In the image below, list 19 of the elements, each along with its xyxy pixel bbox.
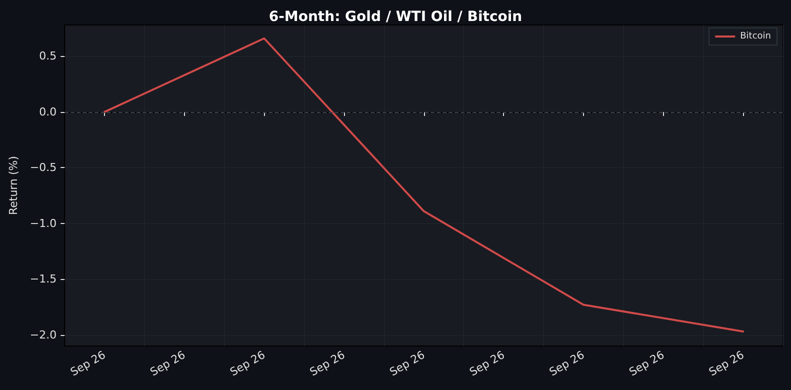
x-tick-label: Sep 26: [228, 348, 268, 379]
y-tick-label: −1.5: [30, 272, 57, 286]
legend-label: Bitcoin: [740, 32, 772, 42]
y-axis-title: Return (%): [7, 156, 20, 216]
y-tick-label: 0.5: [39, 50, 57, 63]
y-tick-label: 0.0: [39, 105, 57, 118]
x-tick-label: Sep 26: [547, 348, 587, 379]
x-tick-label: Sep 26: [68, 348, 108, 379]
x-tick-label: Sep 26: [388, 348, 428, 379]
y-tick-label: −1.0: [30, 216, 57, 230]
x-tick-label: Sep 26: [626, 348, 667, 379]
line-series: [104, 37, 744, 333]
x-tick-label: Sep 26: [148, 348, 188, 379]
y-tick-label: −2.0: [30, 328, 57, 342]
chart-title: 6-Month: Gold / WTI Oil / Bitcoin: [268, 9, 522, 25]
x-tick-label: Sep 26: [706, 348, 746, 379]
x-tick-label: Sep 26: [308, 348, 348, 379]
x-tick-label: Sep 26: [467, 348, 507, 379]
y-tick-label: −0.5: [30, 161, 57, 174]
